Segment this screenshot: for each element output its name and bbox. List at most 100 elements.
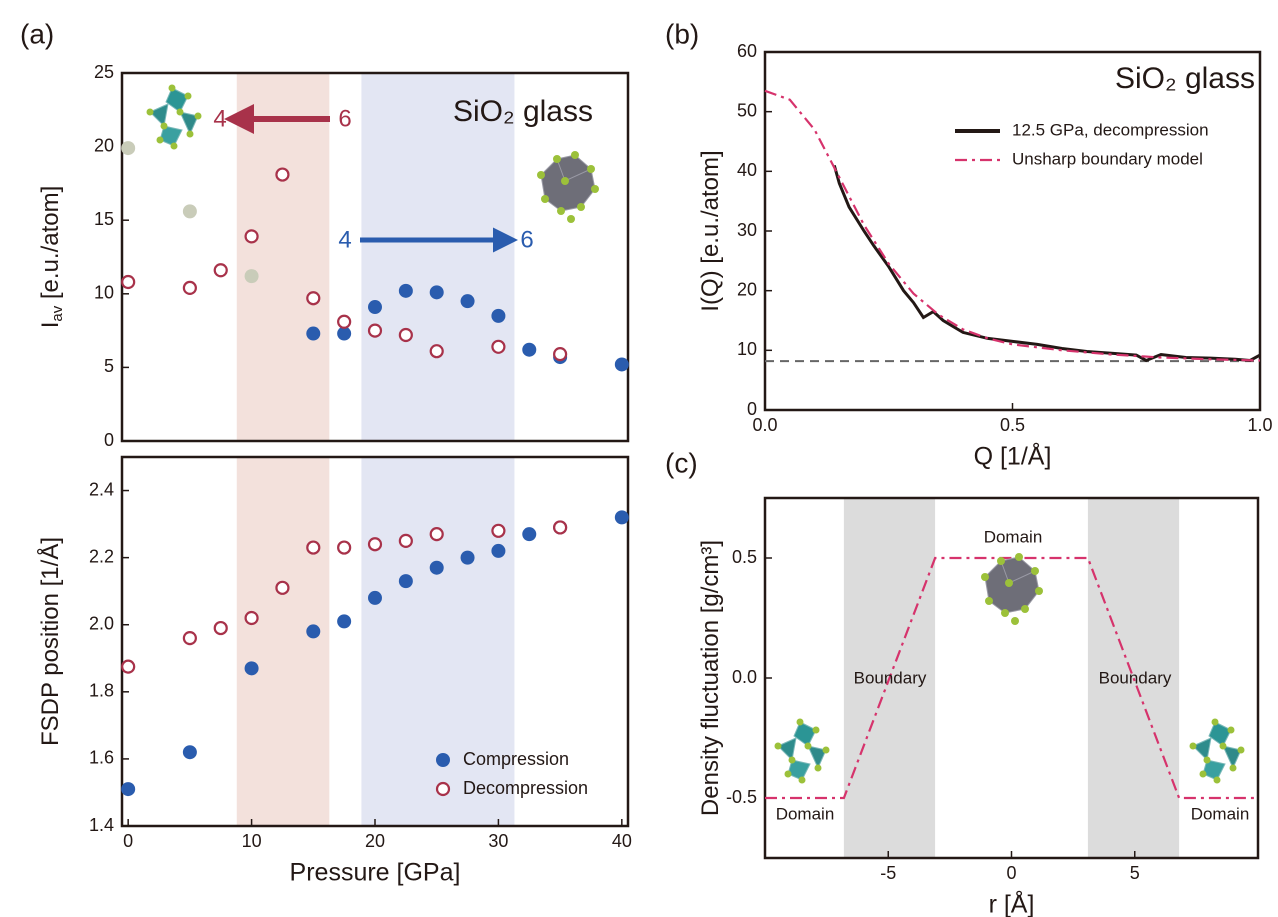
data-point: [398, 533, 413, 548]
data-point: [121, 659, 136, 674]
x-tick-label: 0.5: [1000, 415, 1025, 435]
panel-label: (a): [20, 18, 54, 49]
annotation: Domain: [1191, 804, 1250, 823]
data-point: [522, 342, 537, 357]
data-point: [213, 263, 228, 278]
data-point: [491, 308, 506, 323]
data-point: [398, 574, 413, 589]
y-tick-label: 60: [737, 41, 757, 61]
data-point: [121, 141, 136, 156]
y-tick-label: 40: [737, 160, 757, 180]
y-axis-label: FSDP position [1/Å]: [36, 537, 64, 746]
band: [236, 73, 330, 441]
y-tick-label: 25: [94, 62, 114, 82]
data-point: [306, 326, 321, 341]
plots: 0 5 10 15 20 25 (a) SiO₂ glass Iav [e.u./atom] 1.…: [20, 18, 1273, 917]
data-point: [398, 283, 413, 298]
icon-tetrahedra: [146, 84, 202, 150]
icon-tetrahedra: [1189, 718, 1245, 784]
data-point: [213, 620, 228, 636]
y-tick-label: 1.4: [89, 815, 114, 835]
x-axis-label: Q [1/Å]: [974, 441, 1052, 471]
annotation: 6: [520, 226, 533, 253]
data-point: [121, 274, 136, 290]
y-tick-label: 0.0: [732, 667, 757, 687]
legend-marker: [435, 781, 451, 797]
data-point: [306, 540, 321, 555]
legend-label: 12.5 GPa, decompression: [1012, 120, 1209, 139]
x-tick-label: 5: [1130, 863, 1140, 883]
data-point: [460, 550, 475, 565]
data-point: [553, 347, 568, 362]
data-point: [398, 327, 413, 343]
data-point: [429, 344, 444, 359]
y-tick-label: 50: [737, 100, 757, 120]
data-point: [491, 523, 506, 538]
data-point: [182, 745, 197, 760]
y-tick-label: 2.0: [89, 613, 114, 633]
data-point: [275, 580, 290, 595]
legend-label: Unsharp boundary model: [1012, 149, 1203, 168]
y-tick-label: -0.5: [726, 787, 757, 807]
x-tick-label: 0: [123, 831, 133, 851]
icon-tetrahedra: [774, 718, 830, 784]
data-point: [429, 527, 444, 542]
y-axis-label-main: Density fluctuation [g/cm³]: [697, 540, 724, 816]
y-tick-label: 1.8: [89, 681, 114, 701]
data-point: [337, 540, 352, 555]
legend-marker: [436, 753, 450, 767]
plot-frame: [763, 496, 1260, 860]
data-point: [614, 510, 629, 525]
y-axis-label: Iav [e.u./atom]: [37, 186, 66, 329]
data-point: [337, 314, 352, 329]
annotation: 4: [213, 105, 226, 132]
data-point: [614, 357, 629, 372]
annotation: 6: [338, 105, 351, 132]
data-point: [491, 339, 506, 354]
y-tick-label: 20: [94, 135, 114, 155]
y-axis-label-main: I(Q) [e.u./atom]: [697, 150, 724, 311]
data-point: [337, 614, 352, 629]
panel-label: (b): [665, 18, 699, 49]
data-point: [306, 624, 321, 639]
icon-octahedra: [980, 552, 1044, 626]
y-axis-label: Density fluctuation [g/cm³]: [697, 540, 724, 816]
data-line: [764, 89, 1261, 362]
panel-label: (c): [665, 447, 698, 478]
data-point: [553, 520, 568, 535]
x-axis-label: r [Å]: [989, 889, 1035, 917]
data-point: [182, 280, 197, 296]
plot-frame: [120, 71, 630, 443]
x-tick-label: -5: [880, 863, 896, 883]
y-tick-label: 20: [737, 279, 757, 299]
annotation: 4: [338, 226, 351, 253]
data-point: [367, 537, 383, 552]
y-tick-label: 5: [104, 356, 114, 376]
data-point: [244, 610, 259, 626]
data-point: [182, 204, 197, 219]
data-point: [121, 782, 136, 797]
annotation: Domain: [984, 527, 1043, 546]
data-point: [244, 229, 259, 244]
icon-octahedra: [536, 150, 600, 224]
y-axis-label: I(Q) [e.u./atom]: [697, 150, 724, 311]
data-line: [832, 164, 1261, 363]
x-tick-label: 0.0: [752, 415, 777, 435]
y-tick-label: 15: [94, 209, 114, 229]
y-tick-label: 1.6: [89, 748, 114, 768]
band: [361, 73, 515, 441]
band: [236, 457, 330, 826]
y-axis-label-sub: av: [49, 305, 66, 321]
y-tick-label: 30: [737, 220, 757, 240]
x-tick-label: 1.0: [1247, 415, 1272, 435]
chart-title: SiO₂ glass: [453, 95, 593, 128]
y-tick-label: 2.4: [89, 479, 114, 499]
y-tick-label: 10: [737, 339, 757, 359]
x-axis-label: Pressure [GPa]: [290, 859, 461, 887]
annotation: Boundary: [854, 668, 927, 687]
x-tick-label: 30: [488, 831, 508, 851]
x-tick-label: 10: [242, 831, 262, 851]
annotations: 4 6 4 6 Domain Boundary Boundary Domain …: [146, 84, 1250, 823]
band: [1087, 498, 1180, 858]
